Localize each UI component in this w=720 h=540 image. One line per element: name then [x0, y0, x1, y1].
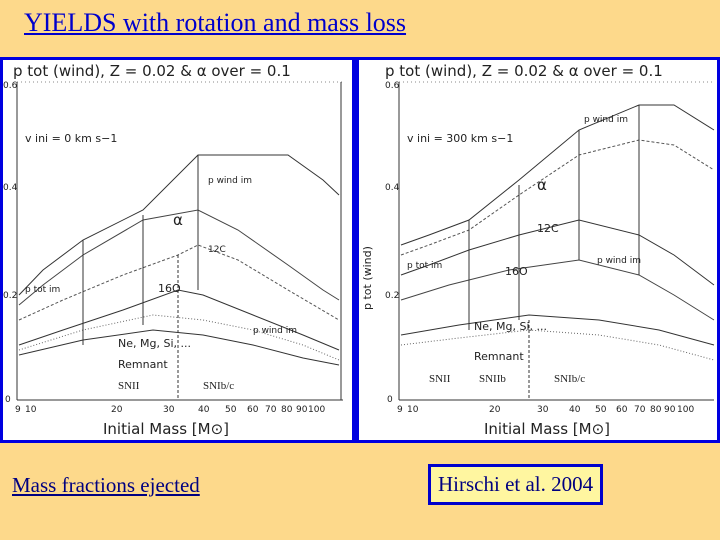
x-tick: 9 [15, 405, 21, 415]
region-label: SNII [118, 380, 140, 392]
region-label: Remnant [474, 350, 524, 363]
y-tick: 0.2 [385, 291, 399, 301]
region-label: p wind im [208, 176, 252, 186]
region-label: Ne, Mg, Si, ... [118, 337, 191, 350]
yield-plot-right: p tot (wind), Z = 0.02 & α over = 0.1 p … [361, 62, 715, 438]
caption-mass-fractions: Mass fractions ejected [12, 473, 200, 497]
y-tick: 0.6 [385, 81, 400, 91]
x-tick: 40 [569, 405, 581, 415]
x-tick: 50 [225, 405, 237, 415]
x-tick: 9 [397, 405, 403, 415]
region-label: 16O [505, 265, 528, 278]
region-label: SNII [429, 373, 451, 385]
region-label: SNIb/c [203, 380, 234, 392]
region-label: Ne, Mg, Si, ... [474, 320, 547, 333]
slide-title: YIELDS with rotation and mass loss [24, 8, 407, 37]
x-tick: 10 [25, 405, 37, 415]
x-tick: 50 [595, 405, 607, 415]
figure-frame: p tot (wind), Z = 0.02 & α over = 0.1 0 … [0, 57, 720, 443]
x-axis-label: Initial Mass [M⊙] [484, 420, 610, 438]
x-axis-label: Initial Mass [M⊙] [103, 420, 229, 438]
y-tick: 0.4 [385, 183, 400, 193]
velocity-label: v ini = 300 km s−1 [407, 132, 513, 145]
y-axis-label: p tot (wind) [361, 246, 374, 310]
x-tick: 80 [650, 405, 662, 415]
x-tick: 20 [111, 405, 123, 415]
x-tick: 100 [308, 405, 325, 415]
y-tick: 0 [5, 395, 11, 405]
x-tick: 70 [634, 405, 646, 415]
x-tick: 80 [281, 405, 293, 415]
region-label: 12C [208, 245, 226, 255]
plot-header: p tot (wind), Z = 0.02 & α over = 0.1 [13, 62, 291, 80]
x-tick: 20 [489, 405, 501, 415]
velocity-label: v ini = 0 km s−1 [25, 132, 117, 145]
region-label: 12C [537, 222, 559, 235]
x-tick: 40 [198, 405, 210, 415]
region-label: α [537, 176, 547, 194]
plot-panel-left: p tot (wind), Z = 0.02 & α over = 0.1 0 … [3, 60, 352, 440]
caption-citation: Hirschi et al. 2004 [428, 464, 604, 505]
x-tick: 30 [537, 405, 549, 415]
x-tick: 10 [407, 405, 419, 415]
x-tick: 70 [265, 405, 277, 415]
region-label: Remnant [118, 358, 168, 371]
y-tick: 0 [387, 395, 393, 405]
plot-header: p tot (wind), Z = 0.02 & α over = 0.1 [385, 62, 663, 80]
y-tick: 0.4 [3, 183, 18, 193]
region-label: p wind im [597, 256, 641, 266]
region-label: SNIb/c [554, 373, 585, 385]
region-label: 16O [158, 282, 181, 295]
x-tick: 100 [677, 405, 694, 415]
x-tick: 60 [616, 405, 628, 415]
region-label: p wind im [253, 326, 297, 336]
region-label: p tot im [407, 261, 442, 271]
plot-panel-right: p tot (wind), Z = 0.02 & α over = 0.1 p … [359, 60, 717, 440]
x-tick: 90 [664, 405, 676, 415]
x-tick: 90 [296, 405, 308, 415]
x-tick: 30 [163, 405, 175, 415]
region-label: p wind im [584, 115, 628, 125]
y-tick: 0.2 [3, 291, 17, 301]
region-label: α [173, 211, 183, 229]
yield-plot-left: p tot (wind), Z = 0.02 & α over = 0.1 0 … [3, 62, 343, 438]
x-tick: 60 [247, 405, 259, 415]
region-label: SNIIb [479, 373, 506, 385]
y-tick: 0.6 [3, 81, 18, 91]
region-label: p tot im [25, 285, 60, 295]
